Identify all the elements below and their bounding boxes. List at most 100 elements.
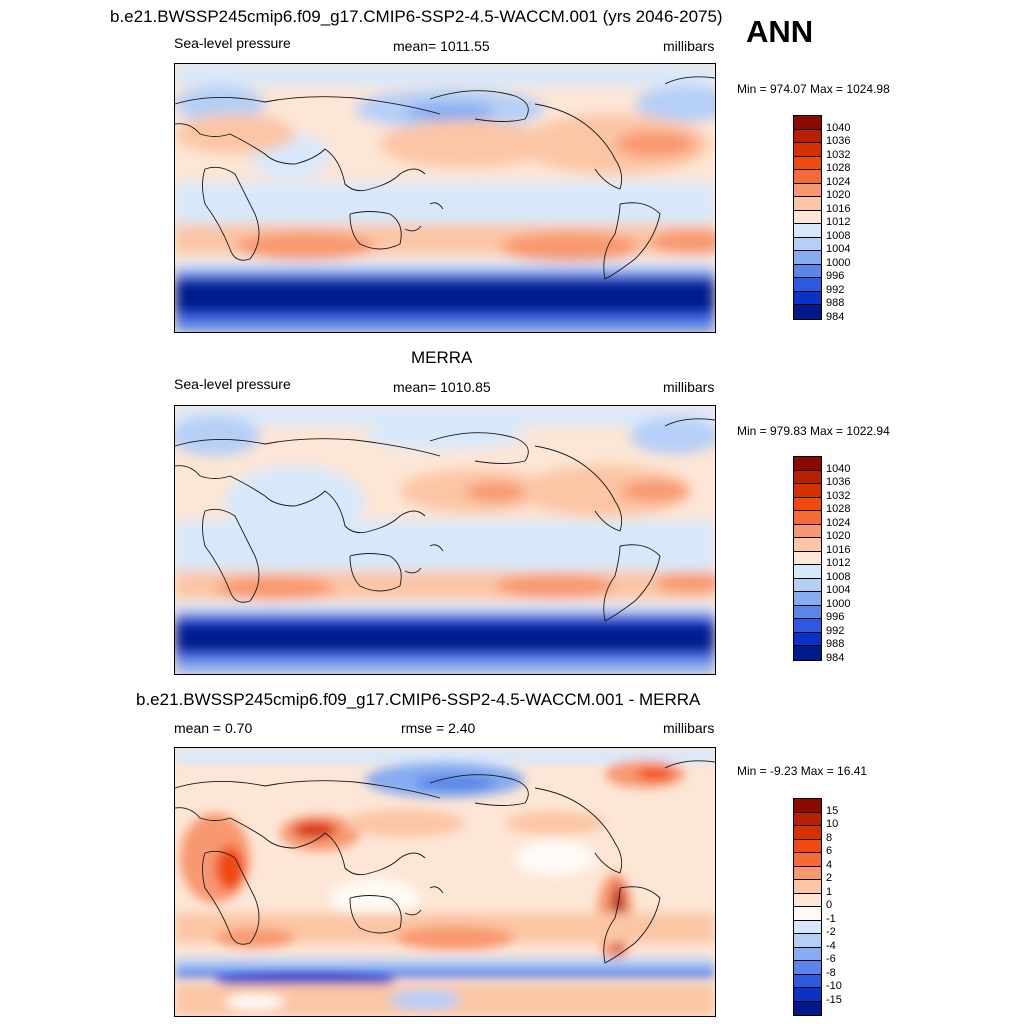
colorbar-level-label: 984	[826, 651, 845, 664]
panel1-coastlines	[175, 76, 715, 280]
colorbar-swatch	[794, 1001, 821, 1015]
colorbar-level-label: -10	[826, 980, 842, 992]
colorbar-swatch	[794, 291, 821, 305]
panel3-title: b.e21.BWSSP245cmip6.f09_g17.CMIP6-SSP2-4…	[136, 690, 701, 709]
colorbar-swatch	[794, 251, 821, 265]
colorbar-level-label: 6	[826, 845, 833, 857]
colorbar-level-label: 1040	[826, 462, 851, 475]
panel1-units-label: millibars	[663, 38, 715, 54]
colorbar-level-label: 1004	[826, 584, 851, 596]
colorbar-swatch	[794, 646, 821, 660]
colorbar-swatch	[794, 497, 821, 511]
panel3-coastlines	[175, 760, 715, 964]
colorbar-level-label: 1040	[826, 121, 851, 134]
season-label: ANN	[746, 14, 814, 49]
colorbar-swatch	[794, 988, 821, 1002]
panel1-map	[174, 63, 716, 333]
colorbar-level-label: 1004	[826, 243, 851, 255]
colorbar-level-label: 0	[826, 899, 833, 911]
colorbar-swatch	[794, 866, 821, 880]
colorbar-swatch	[794, 129, 821, 143]
panel1-mean-label: mean= 1011.55	[393, 38, 490, 54]
colorbar-swatch	[794, 619, 821, 633]
panel2-variable-label: Sea-level pressure	[174, 376, 291, 392]
colorbar-swatch	[794, 880, 821, 894]
panel2-title: MERRA	[411, 348, 473, 367]
colorbar-level-label: 10	[826, 818, 839, 830]
colorbar-swatch	[794, 565, 821, 579]
colorbar-swatch	[794, 961, 821, 975]
colorbar-swatch	[794, 170, 821, 184]
colorbar-swatch	[794, 538, 821, 552]
colorbar-level-label: 1032	[826, 489, 851, 502]
colorbar-level-label: 1028	[826, 503, 851, 515]
panel3-rmse-label: rmse = 2.40	[401, 720, 476, 736]
colorbar-level-label: 8	[826, 831, 833, 844]
colorbar-level-label: 996	[826, 270, 845, 282]
colorbar-swatch	[794, 974, 821, 988]
colorbar-level-label: 988	[826, 638, 845, 650]
colorbar-level-label: -2	[826, 926, 836, 938]
colorbar-level-label: 1000	[826, 256, 851, 269]
colorbar-swatch	[794, 947, 821, 961]
colorbar-swatch	[794, 605, 821, 619]
colorbar-swatch	[794, 484, 821, 498]
colorbar-swatch	[794, 224, 821, 238]
colorbar-level-label: -4	[826, 939, 836, 952]
colorbar-level-label: 1012	[826, 557, 851, 569]
colorbar-level-label: 1024	[826, 516, 851, 529]
colorbar-swatch	[794, 826, 821, 840]
panel2-coastlines	[175, 418, 715, 622]
colorbar-level-label: 1020	[826, 530, 851, 542]
panel1-map-svg	[175, 64, 715, 332]
colorbar-level-label: 992	[826, 624, 845, 637]
panel3-units-label: millibars	[663, 720, 715, 736]
colorbar-level-label: 1028	[826, 162, 851, 174]
panel2-units-label: millibars	[663, 379, 715, 395]
panel1-colorbar	[793, 115, 822, 320]
colorbar-swatch	[794, 551, 821, 565]
colorbar-level-label: 1000	[826, 597, 851, 610]
colorbar-swatch	[794, 143, 821, 157]
colorbar-swatch	[794, 799, 821, 813]
panel3-map	[174, 747, 716, 1017]
colorbar-swatch	[794, 457, 821, 471]
panel1-minmax: Min = 974.07 Max = 1024.98	[737, 82, 890, 96]
colorbar-swatch	[794, 592, 821, 606]
colorbar-swatch	[794, 920, 821, 934]
colorbar-level-label: 1016	[826, 543, 851, 556]
colorbar-swatch	[794, 907, 821, 921]
colorbar-level-label: -1	[826, 912, 836, 925]
colorbar-level-label: -6	[826, 953, 836, 965]
colorbar-level-label: -8	[826, 966, 836, 979]
colorbar-swatch	[794, 524, 821, 538]
panel3-map-svg	[175, 748, 715, 1016]
colorbar-swatch	[794, 632, 821, 646]
panel2-colorbar	[793, 456, 822, 661]
panel2-minmax: Min = 979.83 Max = 1022.94	[737, 424, 890, 438]
colorbar-level-label: 992	[826, 283, 845, 296]
colorbar-level-label: 1036	[826, 476, 851, 488]
panel1-variable-label: Sea-level pressure	[174, 35, 291, 51]
colorbar-swatch	[794, 183, 821, 197]
figure-title: b.e21.BWSSP245cmip6.f09_g17.CMIP6-SSP2-4…	[110, 7, 723, 26]
colorbar-swatch	[794, 116, 821, 130]
colorbar-swatch	[794, 278, 821, 292]
colorbar-level-label: 1	[826, 885, 833, 898]
colorbar-swatch	[794, 237, 821, 251]
colorbar-swatch	[794, 210, 821, 224]
colorbar-swatch	[794, 934, 821, 948]
colorbar-swatch	[794, 511, 821, 525]
colorbar-swatch	[794, 839, 821, 853]
colorbar-level-label: 1008	[826, 570, 851, 583]
colorbar-level-label: 1020	[826, 189, 851, 201]
colorbar-level-label: 1032	[826, 148, 851, 161]
panel2-map-svg	[175, 406, 715, 674]
colorbar-level-label: 1008	[826, 229, 851, 242]
colorbar-swatch	[794, 812, 821, 826]
colorbar-swatch	[794, 893, 821, 907]
colorbar-level-label: 984	[826, 310, 845, 323]
colorbar-level-label: 996	[826, 611, 845, 623]
colorbar-swatch	[794, 264, 821, 278]
panel2-map	[174, 405, 716, 675]
